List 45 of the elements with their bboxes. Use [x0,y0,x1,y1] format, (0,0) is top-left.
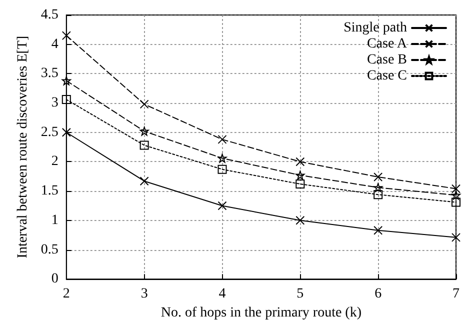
point [140,140,149,150]
point [218,134,227,144]
y-tick-label: 3.5 [40,66,58,82]
y-tick-label: 4 [51,36,58,52]
x-axis-title: No. of hops in the primary route (k) [160,306,362,320]
point [374,183,383,192]
x-tick-label: 4 [218,286,226,302]
point [218,164,227,174]
point [140,176,149,186]
point [296,157,305,166]
point [374,172,383,182]
legend-label: Single path [344,20,407,36]
point [296,180,305,189]
x-tick-label: 3 [140,286,148,302]
point [452,184,460,194]
y-tick-label: 1.5 [40,184,58,199]
point [140,100,149,109]
x-tick-label: 5 [296,286,304,302]
y-tick-label: 2.5 [40,124,58,140]
legend-label: Case C [366,68,407,84]
point [296,170,305,180]
legend-label: Case A [366,36,408,52]
y-tick-label: 0.5 [40,242,58,258]
point [452,198,460,207]
point [62,31,71,40]
point [140,126,149,136]
point [374,190,383,200]
point [218,154,227,163]
x-tick-label: 7 [452,286,460,302]
y-tick-label: 2 [51,154,58,170]
legend-label: Case B [366,52,407,68]
point [62,95,71,104]
x-tick-label: 6 [374,286,382,302]
point [62,76,71,86]
y-axis-title: Interval between route discoveries E[T] [16,36,30,258]
point [218,201,227,210]
point [452,232,460,242]
y-tick-label: 3 [51,96,58,111]
y-tick-label: 4.5 [40,8,58,22]
x-tick-label: 2 [62,286,70,302]
y-tick-label: 1 [51,212,58,228]
point [452,190,460,200]
y-tick-label: 0 [51,272,58,287]
point [296,216,305,225]
point [374,226,383,235]
